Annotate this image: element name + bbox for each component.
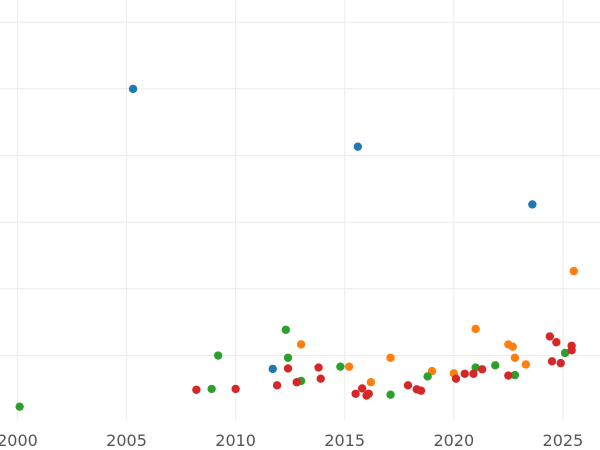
data-point bbox=[192, 385, 201, 394]
data-point bbox=[281, 325, 291, 334]
data-point bbox=[471, 324, 480, 334]
data-point bbox=[283, 364, 293, 373]
x-tick-label: 2000 bbox=[0, 431, 38, 450]
data-point bbox=[128, 84, 138, 94]
data-point bbox=[231, 384, 240, 394]
data-point bbox=[510, 353, 520, 362]
data-point bbox=[357, 384, 367, 393]
data-point bbox=[386, 390, 395, 399]
data-point bbox=[353, 142, 363, 151]
x-axis-ticks: 2000 2005 2010 2015 2020 2025 bbox=[0, 431, 583, 450]
data-point bbox=[386, 353, 395, 362]
data-point bbox=[567, 346, 576, 355]
data-point bbox=[491, 361, 500, 370]
data-point bbox=[508, 342, 517, 351]
data-point bbox=[314, 363, 323, 372]
data-point bbox=[528, 200, 537, 209]
data-point bbox=[351, 389, 360, 398]
data-point bbox=[416, 386, 426, 395]
data-point bbox=[316, 374, 325, 383]
data-point bbox=[296, 340, 306, 349]
data-point bbox=[15, 402, 24, 411]
data-point bbox=[460, 369, 469, 378]
data-point bbox=[469, 369, 478, 378]
x-tick-label: 2015 bbox=[324, 431, 365, 450]
data-point bbox=[336, 362, 345, 371]
data-point bbox=[403, 381, 413, 390]
data-point bbox=[451, 374, 461, 383]
data-point bbox=[556, 358, 565, 368]
x-tick-label: 2005 bbox=[106, 431, 147, 450]
data-point bbox=[560, 348, 570, 358]
data-point bbox=[521, 360, 531, 369]
x-tick-label: 2010 bbox=[215, 431, 256, 450]
data-point bbox=[344, 362, 354, 371]
x-tick-label: 2025 bbox=[543, 431, 584, 450]
data-point bbox=[272, 381, 282, 390]
data-point bbox=[366, 378, 376, 387]
data-point bbox=[423, 372, 432, 381]
data-points bbox=[15, 84, 579, 411]
data-point bbox=[364, 389, 373, 398]
data-point bbox=[268, 364, 277, 374]
data-point bbox=[569, 266, 579, 276]
grid bbox=[0, 0, 600, 420]
data-point bbox=[283, 353, 293, 362]
data-point bbox=[213, 351, 223, 360]
data-point bbox=[207, 384, 216, 394]
data-point bbox=[292, 378, 301, 387]
data-point bbox=[477, 365, 487, 374]
x-tick-label: 2020 bbox=[433, 431, 474, 450]
data-point bbox=[552, 338, 561, 347]
data-point bbox=[510, 370, 520, 380]
data-point bbox=[547, 357, 557, 366]
data-point bbox=[545, 332, 555, 341]
data-point bbox=[504, 371, 513, 380]
